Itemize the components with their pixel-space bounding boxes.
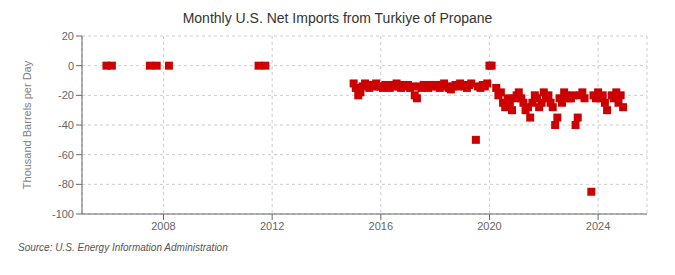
svg-text:Thousand Barrels per Day: Thousand Barrels per Day (21, 60, 33, 189)
svg-text:2008: 2008 (151, 220, 175, 232)
svg-text:-40: -40 (58, 119, 74, 131)
svg-text:0: 0 (68, 60, 74, 72)
svg-text:2024: 2024 (586, 220, 610, 232)
svg-text:-20: -20 (58, 89, 74, 101)
svg-text:-80: -80 (58, 178, 74, 190)
svg-text:-100: -100 (52, 208, 74, 220)
svg-text:2016: 2016 (369, 220, 393, 232)
svg-text:2020: 2020 (477, 220, 501, 232)
html-text:Source: U.S. Energy Informatio: Source: U.S. Energy Information Administ… (18, 242, 228, 253)
html-text:Monthly U.S. Net Imports from: Monthly U.S. Net Imports from Turkiye of… (182, 10, 493, 26)
svg-text:20: 20 (62, 30, 74, 42)
svg-text:-60: -60 (58, 149, 74, 161)
svg-text:2012: 2012 (260, 220, 284, 232)
